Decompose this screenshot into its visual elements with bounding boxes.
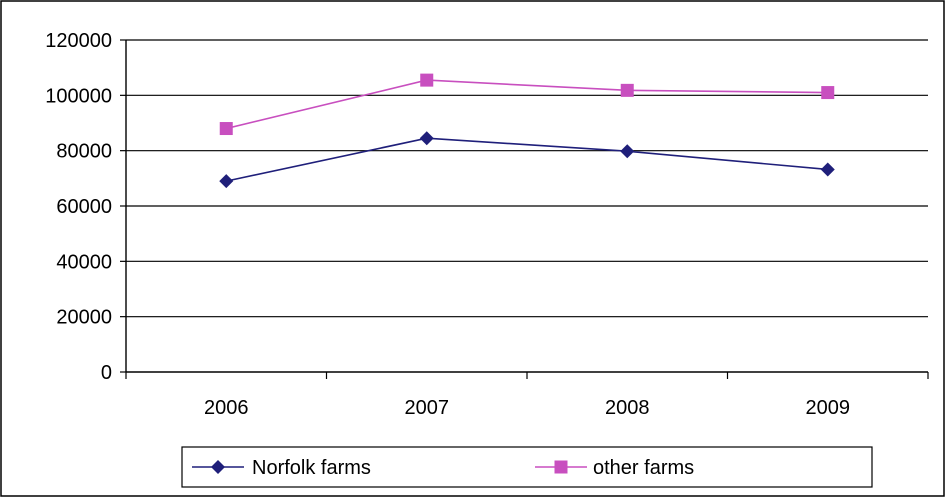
y-tick-label: 120000 — [45, 30, 112, 52]
legend-marker — [554, 460, 568, 474]
data-point — [820, 162, 835, 177]
y-tick-label: 20000 — [56, 307, 112, 329]
data-point — [419, 131, 434, 146]
y-tick-label: 0 — [101, 362, 112, 384]
legend-label: Norfolk farms — [252, 457, 371, 479]
series-line-1 — [226, 79, 828, 130]
y-tick-label: 40000 — [56, 251, 112, 273]
data-point — [219, 174, 234, 189]
y-tick-label: 80000 — [56, 141, 112, 163]
series-line-0 — [226, 137, 828, 182]
x-tick-label: 2006 — [204, 397, 249, 419]
data-point — [420, 73, 434, 87]
legend-marker — [211, 460, 225, 474]
x-tick-label: 2008 — [605, 397, 650, 419]
legend-label: other farms — [593, 457, 694, 479]
series — [219, 73, 835, 189]
y-tick-label: 60000 — [56, 196, 112, 218]
data-point — [620, 83, 634, 97]
x-tick-label: 2009 — [806, 397, 851, 419]
y-tick-label: 100000 — [45, 85, 112, 107]
gridlines — [126, 39, 928, 318]
legend: Norfolk farms other farms — [181, 446, 873, 488]
data-point — [821, 86, 835, 100]
axes: 0 20000 40000 60000 80000 100000 120000 2006 200… — [45, 30, 929, 419]
data-point — [219, 122, 233, 136]
legend-box — [181, 446, 873, 488]
data-point — [620, 144, 635, 159]
x-tick-label: 2007 — [405, 397, 450, 419]
